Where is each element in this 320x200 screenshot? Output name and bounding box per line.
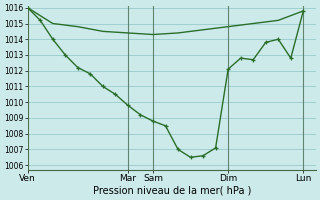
X-axis label: Pression niveau de la mer( hPa ): Pression niveau de la mer( hPa ) <box>92 186 251 196</box>
